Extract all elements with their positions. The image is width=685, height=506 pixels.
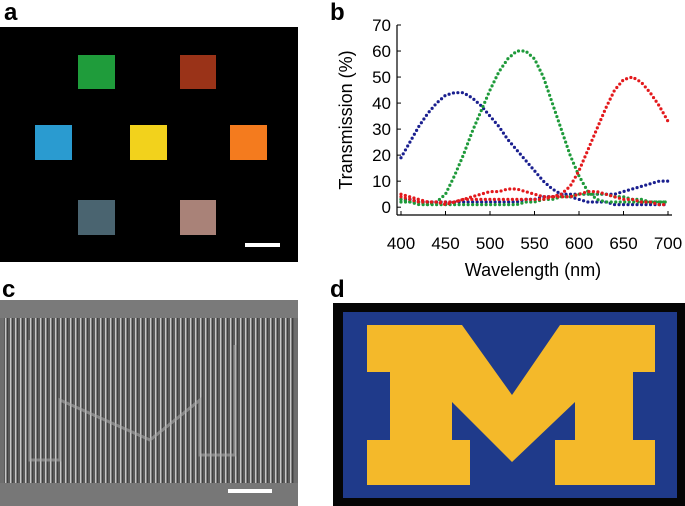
y-tick-label: 30 — [372, 120, 391, 139]
panel-label: c — [2, 276, 15, 303]
x-tick-label: 600 — [565, 234, 593, 253]
x-axis-title: Wavelength (nm) — [465, 260, 601, 280]
y-axis-title: Transmission (%) — [336, 50, 356, 189]
x-tick-label: 500 — [476, 234, 504, 253]
data-line — [399, 91, 670, 207]
y-tick-label: 40 — [372, 94, 391, 113]
panel-a-image — [0, 27, 298, 262]
panel-label: d — [330, 276, 345, 303]
x-tick-label: 400 — [387, 234, 415, 253]
panel-label: a — [4, 0, 18, 26]
y-tick-label: 0 — [382, 198, 391, 217]
x-tick-label: 550 — [520, 234, 548, 253]
y-tick-label: 10 — [372, 172, 391, 191]
data-line — [399, 75, 670, 204]
y-tick-label: 60 — [372, 42, 391, 61]
x-tick-label: 450 — [431, 234, 459, 253]
y-tick-label: 70 — [372, 16, 391, 35]
y-tick-label: 20 — [372, 146, 391, 165]
data-line — [399, 187, 670, 207]
x-tick-label: 650 — [609, 234, 637, 253]
x-tick-label: 700 — [654, 234, 682, 253]
data-line — [399, 49, 670, 207]
panel-c-image — [0, 300, 298, 506]
panel-labels: a b c d — [2, 0, 345, 303]
panel-d-image — [333, 303, 685, 506]
panel-label: b — [330, 0, 345, 26]
y-tick-label: 50 — [372, 68, 391, 87]
chart-b: Wavelength (nm) Transmission (%) 0 10 20 30… — [336, 16, 682, 280]
